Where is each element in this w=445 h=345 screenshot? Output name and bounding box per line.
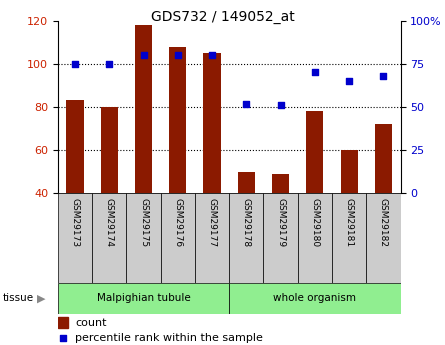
Text: count: count xyxy=(75,318,107,328)
Text: GSM29177: GSM29177 xyxy=(207,198,217,247)
Text: GSM29173: GSM29173 xyxy=(70,198,80,247)
Bar xyxy=(340,150,358,193)
Text: ▶: ▶ xyxy=(36,294,45,303)
Point xyxy=(243,101,250,106)
Text: GSM29174: GSM29174 xyxy=(105,198,114,247)
Text: percentile rank within the sample: percentile rank within the sample xyxy=(75,333,263,343)
Bar xyxy=(203,53,221,193)
Bar xyxy=(126,193,161,283)
Bar xyxy=(263,193,298,283)
Bar xyxy=(135,25,152,193)
Bar xyxy=(366,193,400,283)
Text: GSM29176: GSM29176 xyxy=(173,198,182,247)
Point xyxy=(71,61,79,67)
Bar xyxy=(169,47,186,193)
Point xyxy=(209,52,216,58)
Bar xyxy=(229,193,263,283)
Bar xyxy=(375,124,392,193)
Bar xyxy=(298,193,332,283)
Text: GSM29178: GSM29178 xyxy=(242,198,251,247)
Point xyxy=(60,335,67,341)
Bar xyxy=(58,317,68,328)
Point xyxy=(380,73,387,79)
Text: GDS732 / 149052_at: GDS732 / 149052_at xyxy=(150,10,295,24)
Text: whole organism: whole organism xyxy=(273,294,356,303)
Bar xyxy=(272,174,289,193)
Text: GSM29182: GSM29182 xyxy=(379,198,388,247)
Point xyxy=(277,102,284,108)
Text: GSM29180: GSM29180 xyxy=(310,198,320,247)
Bar xyxy=(332,193,366,283)
Point xyxy=(106,61,113,67)
Point xyxy=(174,52,182,58)
Bar xyxy=(161,193,195,283)
Bar xyxy=(195,193,229,283)
Bar xyxy=(238,171,255,193)
Bar xyxy=(101,107,118,193)
Text: GSM29181: GSM29181 xyxy=(344,198,354,247)
Point xyxy=(140,52,147,58)
Point xyxy=(312,70,319,75)
Point xyxy=(346,78,353,84)
Bar xyxy=(306,111,324,193)
Text: GSM29175: GSM29175 xyxy=(139,198,148,247)
Bar xyxy=(229,283,400,314)
Text: tissue: tissue xyxy=(2,294,33,303)
Text: Malpighian tubule: Malpighian tubule xyxy=(97,294,190,303)
Bar xyxy=(92,193,126,283)
Bar xyxy=(66,100,84,193)
Bar xyxy=(58,193,92,283)
Bar xyxy=(58,283,229,314)
Text: GSM29179: GSM29179 xyxy=(276,198,285,247)
